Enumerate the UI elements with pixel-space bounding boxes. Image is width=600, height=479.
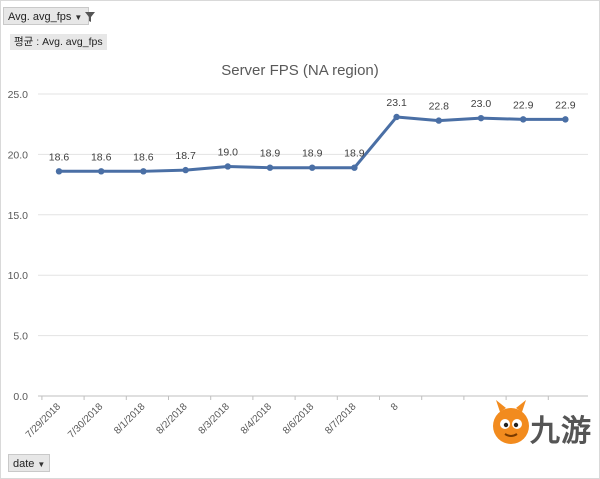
data-point [393, 113, 400, 121]
data-label: 18.6 [91, 151, 112, 163]
value-field-label: Avg. avg_fps [8, 11, 72, 23]
data-label: 18.6 [133, 151, 154, 163]
data-point [435, 117, 442, 124]
data-point [140, 168, 147, 175]
dropdown-caret-icon: ▼ [74, 13, 83, 22]
x-tick-label: 7/30/2018 [66, 401, 106, 441]
x-tick-label: 8/1/2018 [112, 401, 148, 437]
dropdown-caret-icon: ▼ [37, 460, 46, 469]
data-point [309, 164, 316, 171]
y-tick-label: 25.0 [8, 89, 29, 101]
data-label: 23.1 [386, 97, 407, 109]
chart-title: Server FPS (NA region) [221, 62, 379, 79]
data-label: 23.0 [471, 98, 492, 110]
axis-field-label: date [13, 458, 35, 470]
data-label: 18.7 [175, 150, 196, 162]
data-label: 19.0 [218, 146, 239, 158]
x-tick-label: 8/7/2018 [323, 401, 359, 437]
x-tick-label: 8/2/2018 [154, 401, 190, 437]
y-tick-label: 5.0 [13, 331, 28, 343]
y-tick-label: 10.0 [8, 270, 29, 282]
x-tick-label: 7/29/2018 [24, 401, 64, 441]
filter-icon [85, 12, 96, 23]
data-point [224, 163, 231, 170]
data-label: 18.9 [260, 148, 281, 160]
value-field-button[interactable]: Avg. avg_fps ▼ [3, 7, 96, 25]
data-point [182, 166, 189, 174]
data-label: 22.8 [429, 101, 450, 113]
data-label: 18.9 [302, 148, 323, 160]
data-label: 18.6 [49, 151, 70, 163]
value-summary-label: 평균 : Avg. avg_fps [10, 34, 107, 50]
data-point [351, 164, 358, 171]
x-tick-label: 8/4/2018 [239, 401, 275, 437]
y-tick-label: 20.0 [8, 149, 29, 161]
data-label: 22.9 [555, 99, 576, 111]
data-point [520, 116, 527, 123]
x-tick-label: 8 [389, 401, 401, 413]
data-point [266, 164, 274, 171]
data-point [55, 168, 63, 175]
data-label: 18.9 [344, 148, 365, 160]
data-label: 22.9 [513, 99, 534, 111]
data-point [98, 168, 105, 175]
data-point [477, 114, 485, 122]
data-point [562, 116, 569, 123]
x-tick-label: 8/6/2018 [281, 401, 317, 437]
y-tick-label: 0.0 [13, 391, 28, 403]
y-tick-label: 15.0 [8, 210, 29, 222]
x-tick-label: 8/3/2018 [197, 401, 233, 437]
axis-field-button[interactable]: date ▼ [8, 454, 50, 472]
